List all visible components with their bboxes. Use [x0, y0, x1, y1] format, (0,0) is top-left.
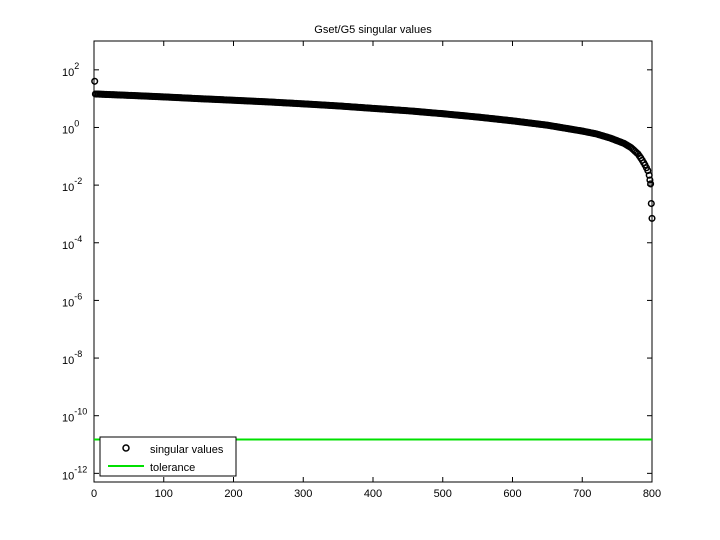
legend-label-tolerance: tolerance [150, 462, 195, 474]
y-tick-label: 10-12 [62, 464, 87, 482]
x-tick-label: 700 [573, 488, 591, 500]
data-point [646, 176, 654, 184]
y-tick-label: 10-8 [62, 349, 82, 367]
data-point [647, 199, 655, 208]
x-tick-label: 100 [155, 488, 173, 500]
x-tick-label: 300 [294, 488, 312, 500]
y-tick-label: 102 [62, 61, 79, 79]
x-axis: 0 100 200 300 400 500 600 700 800 [91, 41, 661, 500]
legend: singular values tolerance [99, 436, 237, 477]
legend-marker-singular-values [122, 444, 130, 452]
chart-title: Gset/G5 singular values [314, 24, 432, 36]
legend-box [99, 436, 237, 477]
data-point [647, 180, 655, 188]
x-tick-label: 0 [91, 488, 97, 500]
y-axis: 102 100 10-2 10-4 10-6 10-8 10-10 10-12 [62, 61, 652, 482]
x-tick-label: 600 [503, 488, 521, 500]
data-point [91, 77, 99, 85]
x-tick-label: 400 [364, 488, 382, 500]
x-tick-label: 500 [434, 488, 452, 500]
y-tick-label: 10-2 [62, 176, 82, 194]
plot-area [93, 40, 653, 483]
data-point [648, 214, 656, 222]
y-tick-label: 10-10 [62, 407, 87, 425]
x-tick-label: 800 [643, 488, 661, 500]
y-tick-label: 100 [62, 118, 79, 136]
legend-label-singular-values: singular values [150, 444, 224, 456]
x-tick-label: 200 [224, 488, 242, 500]
y-tick-label: 10-4 [62, 234, 82, 252]
y-tick-label: 10-6 [62, 291, 82, 309]
